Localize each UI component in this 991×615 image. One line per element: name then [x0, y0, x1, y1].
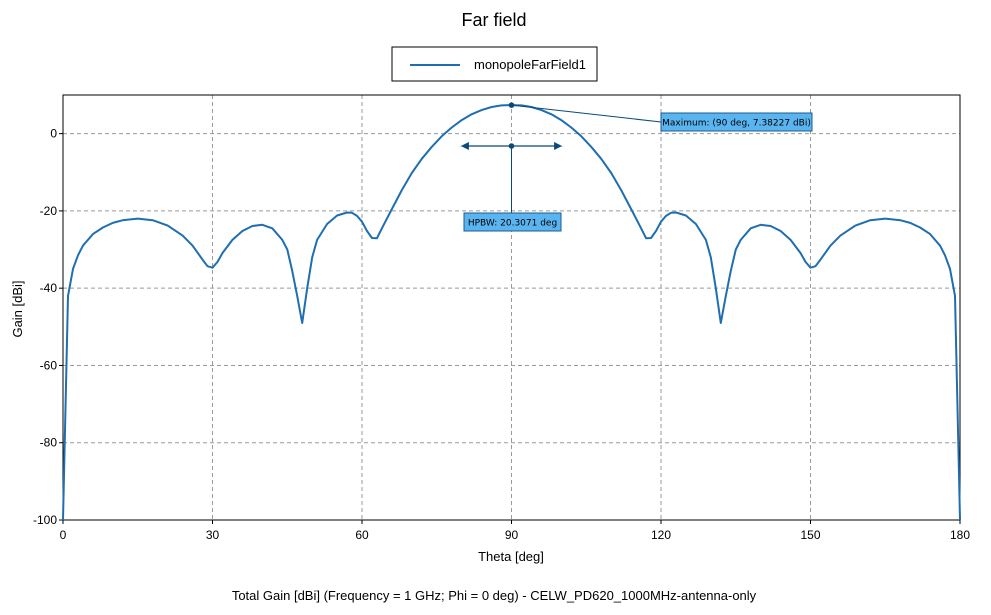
y-axis: 0 -20 -40 -60 -80 -100 [33, 127, 63, 527]
x-tick-label: 120 [651, 528, 671, 542]
annotation-layer: Maximum: (90 deg, 7.38227 dBi) HPBW: 20.3… [460, 102, 813, 232]
hpbw-label: HPBW: 20.3071 deg [468, 219, 557, 229]
x-tick-label: 180 [950, 528, 970, 542]
hpbw-left-arrow [460, 142, 469, 150]
y-tick-label: -60 [40, 358, 58, 372]
y-tick-label: -20 [40, 204, 58, 218]
y-tick-label: -100 [33, 513, 57, 527]
chart-title: Far field [461, 10, 526, 30]
x-axis: 0 30 60 90 120 150 180 [60, 520, 970, 542]
x-axis-title: Theta [deg] [478, 549, 544, 564]
x-tick-label: 150 [800, 528, 820, 542]
legend-label-monopoleFarField1: monopoleFarField1 [474, 57, 586, 72]
y-tick-label: -80 [40, 436, 58, 450]
y-tick-label: -40 [40, 281, 58, 295]
legend[interactable]: monopoleFarField1 [391, 46, 598, 82]
hpbw-right-arrow [554, 142, 563, 150]
x-tick-label: 30 [206, 528, 220, 542]
maximum-label: Maximum: (90 deg, 7.38227 dBi) [662, 119, 811, 129]
hpbw-label-box[interactable] [463, 212, 562, 232]
y-tick-label: 0 [50, 127, 57, 141]
y-axis-title: Gain [dBi] [10, 280, 25, 337]
x-tick-label: 0 [60, 528, 67, 542]
maximum-leader-line [511, 104, 662, 123]
maximum-label-box[interactable] [660, 112, 813, 132]
x-tick-label: 90 [505, 528, 519, 542]
maximum-marker [508, 102, 515, 108]
chart-caption: Total Gain [dBi] (Frequency = 1 GHz; Phi… [232, 588, 757, 603]
x-tick-label: 60 [355, 528, 369, 542]
